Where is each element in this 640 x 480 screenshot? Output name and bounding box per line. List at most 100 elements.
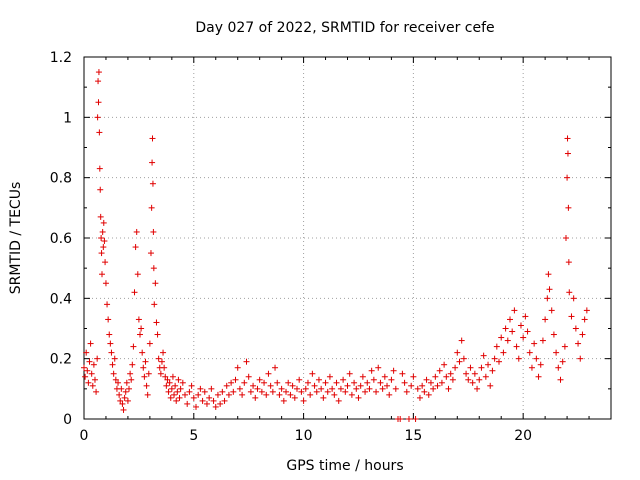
x-tick-label: 0 (80, 428, 89, 444)
y-tick-label: 1 (63, 110, 72, 126)
data-point (123, 379, 130, 386)
data-point (158, 358, 165, 365)
data-point (118, 385, 125, 392)
data-point (489, 367, 496, 374)
data-point (87, 340, 94, 347)
data-point (386, 391, 393, 398)
data-point (203, 400, 210, 407)
data-point (544, 295, 551, 302)
data-point (539, 337, 546, 344)
x-axis-label: GPS time / hours (286, 458, 403, 474)
data-point (550, 331, 557, 338)
data-point (132, 244, 139, 251)
y-tick-label: 0.2 (50, 352, 72, 368)
data-point (566, 289, 573, 296)
data-point (568, 313, 575, 320)
data-point (192, 403, 199, 410)
data-point (412, 416, 419, 422)
data-point (230, 388, 237, 395)
data-point (250, 382, 257, 389)
data-point (98, 235, 105, 241)
data-point (124, 397, 131, 404)
data-point (562, 235, 569, 241)
data-point (482, 373, 489, 380)
data-point (126, 385, 133, 392)
data-point (531, 340, 538, 347)
data-point (333, 379, 340, 386)
data-point (97, 186, 104, 193)
data-point (315, 376, 322, 383)
data-point (320, 394, 327, 401)
data-point (252, 394, 259, 401)
data-point (182, 391, 189, 398)
data-point (94, 114, 101, 121)
data-point (436, 367, 443, 374)
data-point (127, 370, 134, 377)
data-point (355, 394, 362, 401)
data-point (467, 364, 474, 371)
data-point (375, 364, 382, 371)
data-point (150, 265, 157, 272)
data-point (148, 204, 155, 211)
data-point (223, 382, 230, 389)
data-point (179, 379, 186, 386)
y-tick-label: 0.4 (50, 291, 72, 307)
data-point (559, 358, 566, 365)
data-point (143, 382, 150, 389)
data-point (491, 355, 498, 362)
data-point (353, 385, 360, 392)
data-point (111, 355, 118, 362)
data-point (245, 373, 252, 380)
data-point (100, 244, 107, 251)
data-point (160, 349, 167, 356)
data-point (388, 376, 395, 383)
data-point (139, 349, 146, 356)
data-point (443, 373, 450, 380)
data-point (146, 340, 153, 347)
data-point (122, 388, 129, 395)
data-point (366, 385, 373, 392)
data-point (239, 391, 246, 398)
data-point (90, 361, 97, 368)
data-point (168, 385, 175, 392)
data-point (147, 250, 154, 257)
data-point (452, 364, 459, 371)
data-point (397, 416, 404, 422)
data-point (96, 165, 103, 172)
data-point (577, 355, 584, 362)
data-point (186, 388, 193, 395)
data-point (370, 376, 377, 383)
data-point (447, 370, 454, 377)
data-point (399, 370, 406, 377)
data-point (300, 397, 307, 404)
data-point (102, 259, 109, 266)
data-point (269, 388, 276, 395)
data-point (265, 370, 272, 377)
data-point (302, 385, 309, 392)
y-axis-label: SRMTID / TECUs (8, 182, 24, 295)
data-point (506, 316, 513, 323)
data-point (105, 316, 112, 323)
data-point (171, 391, 178, 398)
data-point (318, 385, 325, 392)
data-point (373, 388, 380, 395)
data-point (392, 385, 399, 392)
data-point (283, 388, 290, 395)
data-point (201, 388, 208, 395)
data-point (81, 364, 87, 371)
data-point (221, 397, 228, 404)
data-point (109, 361, 116, 368)
data-points (81, 69, 590, 422)
data-point (583, 307, 590, 314)
data-point (346, 370, 353, 377)
data-point (362, 388, 369, 395)
data-point (150, 228, 157, 235)
data-point (236, 385, 243, 392)
data-point (463, 370, 470, 377)
data-point (95, 78, 102, 85)
data-point (167, 394, 174, 401)
data-point (289, 382, 296, 389)
data-point (117, 397, 124, 404)
data-point (575, 340, 582, 347)
